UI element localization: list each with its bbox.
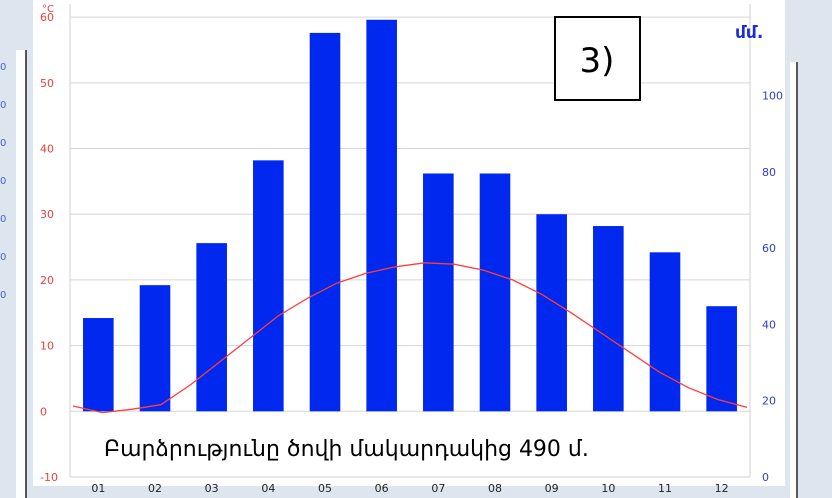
x-tick-label: 08 [488, 482, 502, 495]
left-edge-label: 0 [0, 62, 6, 73]
precipitation-bar [423, 173, 454, 412]
left-axis-unit: °C [42, 4, 54, 15]
left-border-strip [16, 50, 26, 498]
precipitation-bar [309, 32, 341, 412]
left-tick-label: 0 [40, 405, 47, 418]
axes [69, 4, 751, 478]
elevation-caption: Բարձրությունը ծովի մակարդակից 490 մ. [104, 437, 589, 462]
caption-box [96, 424, 652, 468]
precipitation-bar [83, 318, 114, 412]
right-tick-label: 100 [762, 90, 783, 103]
x-tick-label: 02 [148, 482, 162, 495]
x-tick-label: 04 [261, 482, 275, 495]
right-border-strip [790, 62, 798, 498]
right-tick-label: 80 [762, 166, 776, 179]
precipitation-bar [649, 252, 681, 412]
left-edge-label: 0 [0, 176, 6, 187]
precipitation-bar [139, 285, 171, 412]
left-edge-labels: 0 0 0 0 0 0 0 [0, 62, 6, 301]
temperature-curve [72, 262, 748, 414]
badge-box [554, 16, 641, 101]
precipitation-bar [706, 306, 737, 412]
left-tick-label: 60 [40, 11, 54, 24]
x-tick-label: 03 [205, 482, 219, 495]
precipitation-bars [83, 19, 737, 412]
x-tick-label: 10 [601, 482, 615, 495]
right-axis-unit: մմ. [735, 23, 763, 43]
precipitation-bar [536, 214, 567, 412]
x-tick-label: 06 [375, 482, 389, 495]
badge-text: 3) [580, 41, 615, 81]
left-edge-label: 0 [0, 290, 6, 301]
precipitation-bar [479, 173, 511, 412]
x-tick-label: 12 [715, 482, 729, 495]
x-tick-label: 07 [431, 482, 445, 495]
precipitation-bar [196, 243, 227, 412]
left-edge-label: 0 [0, 214, 6, 225]
left-tick-label: 10 [40, 340, 54, 353]
x-tick-label: 09 [545, 482, 559, 495]
left-edge-label: 0 [0, 252, 6, 263]
left-tick-label: -10 [40, 471, 58, 484]
x-tick-label: 05 [318, 482, 332, 495]
right-tick-label: 20 [762, 395, 776, 408]
precipitation-bar [593, 226, 624, 412]
tick-labels: -10 0 10 20 30 40 50 60 0 20 40 60 80 100 01 02 03 04 05 06… [40, 11, 783, 495]
chart-panel [33, 0, 785, 486]
left-tick-label: 20 [40, 274, 54, 287]
right-tick-label: 40 [762, 318, 776, 331]
x-tick-label: 11 [658, 482, 672, 495]
left-edge-label: 0 [0, 100, 6, 111]
left-tick-label: 30 [40, 208, 54, 221]
x-tick-label: 01 [91, 482, 105, 495]
left-tick-label: 50 [40, 77, 54, 90]
precipitation-bar [253, 160, 284, 412]
left-edge-label: 0 [0, 138, 6, 149]
right-tick-label: 60 [762, 242, 776, 255]
right-tick-label: 0 [762, 471, 769, 484]
temperature-line [72, 262, 748, 414]
precipitation-bar [366, 19, 397, 412]
left-tick-label: 40 [40, 143, 54, 156]
